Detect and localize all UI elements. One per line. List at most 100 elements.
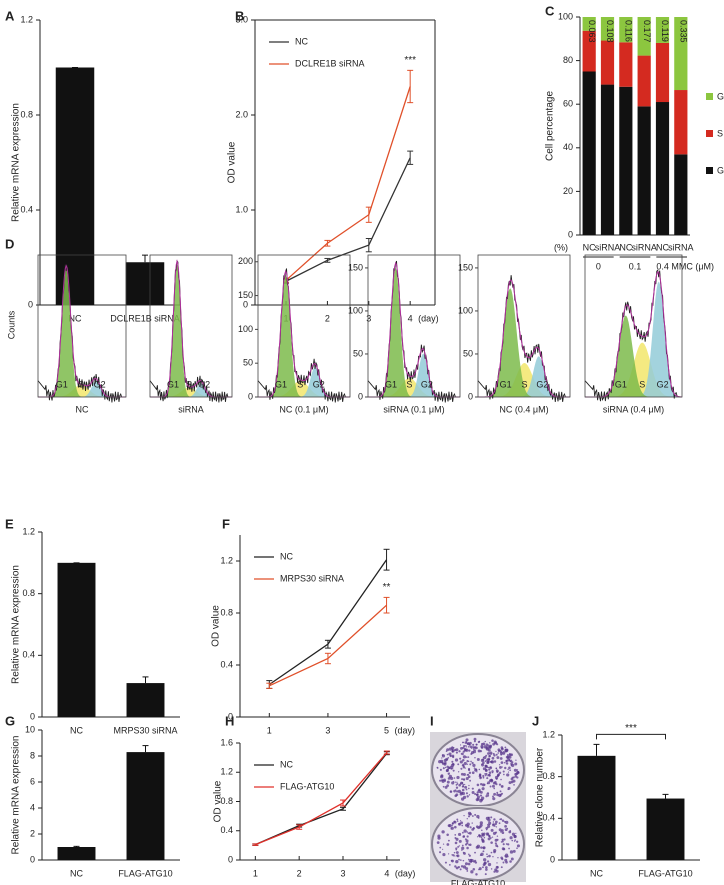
y-tick-label: 0.4 <box>22 650 35 660</box>
value-label: 0.335 <box>678 20 688 43</box>
panel-letter: D <box>5 236 14 251</box>
colony <box>488 835 491 838</box>
colony <box>452 755 455 759</box>
colony <box>487 794 490 797</box>
colony <box>468 831 472 835</box>
colony <box>457 771 460 773</box>
colony <box>479 799 483 803</box>
colony <box>480 836 483 839</box>
colony <box>466 835 469 838</box>
histogram <box>37 264 126 403</box>
colony <box>471 791 475 795</box>
colony <box>465 746 468 748</box>
colony <box>447 772 450 775</box>
colony <box>492 856 494 858</box>
colony <box>467 768 471 772</box>
x-axis-label: (day) <box>395 725 416 735</box>
colony <box>455 859 459 864</box>
y-tick-label: 100 <box>458 305 473 315</box>
error-bar <box>324 639 331 649</box>
y-tick-label: 0 <box>228 711 233 721</box>
colony <box>498 764 501 766</box>
colony <box>500 831 502 833</box>
error-bar <box>407 150 414 165</box>
colony <box>486 793 488 796</box>
colony <box>481 829 483 832</box>
colony <box>464 783 466 786</box>
colony <box>470 752 473 756</box>
colony <box>465 738 469 742</box>
colony <box>444 861 447 864</box>
x-tick-label: DCLRE1B siRNA <box>110 313 180 323</box>
colony <box>472 763 476 767</box>
colony <box>515 759 517 761</box>
colony <box>461 824 464 827</box>
y-axis-label: Counts <box>6 310 16 339</box>
colony <box>487 823 489 826</box>
panel-label: NC (0.1 μM) <box>279 404 328 414</box>
colony <box>446 748 450 752</box>
colony <box>513 768 517 772</box>
colony <box>440 779 444 782</box>
colony <box>488 754 491 758</box>
colony <box>481 763 485 767</box>
colony <box>504 749 508 753</box>
colony <box>468 749 471 752</box>
colony <box>483 745 487 749</box>
colony <box>509 829 512 832</box>
colony <box>478 740 481 743</box>
colony <box>511 839 514 842</box>
colony <box>464 862 468 866</box>
bar-segment <box>619 17 633 43</box>
colony <box>505 762 509 765</box>
colony <box>475 793 478 796</box>
colony <box>463 747 466 750</box>
colony <box>439 846 442 849</box>
panel-letter: E <box>5 516 14 531</box>
colony <box>507 768 509 771</box>
colony <box>462 772 466 776</box>
y-tick-label: 50 <box>353 348 363 358</box>
colony <box>482 846 486 850</box>
colony <box>501 831 505 835</box>
colony <box>496 756 500 760</box>
colony <box>502 770 505 773</box>
colony <box>457 763 460 766</box>
colony <box>484 760 487 762</box>
colony <box>497 857 499 859</box>
colony <box>496 791 499 794</box>
colony <box>473 740 476 743</box>
colony <box>479 821 483 825</box>
colony <box>482 858 487 862</box>
colony <box>504 752 506 754</box>
colony <box>446 833 449 837</box>
colony <box>443 762 446 765</box>
colony <box>508 753 512 757</box>
panel-label: siRNA (0.1 μM) <box>383 404 444 414</box>
colony <box>482 774 485 778</box>
colony <box>474 749 476 751</box>
y-tick-label: 1.2 <box>542 729 555 739</box>
panel-letter: I <box>430 713 434 728</box>
colony <box>500 761 504 764</box>
peak-label: G2 <box>536 379 548 389</box>
colony <box>463 829 467 833</box>
colony <box>476 758 480 762</box>
colony <box>446 765 449 768</box>
colony <box>467 773 470 776</box>
fit-s <box>150 387 232 397</box>
peak-label: G1 <box>275 379 287 389</box>
colony <box>503 838 506 841</box>
colony <box>457 832 462 837</box>
colony <box>465 776 469 781</box>
y-tick-label: 3.0 <box>235 14 248 24</box>
colony <box>472 746 476 749</box>
colony <box>450 763 455 768</box>
colony <box>495 750 497 753</box>
colony <box>442 767 445 770</box>
colony <box>500 818 503 821</box>
histogram <box>149 259 232 403</box>
fit-total <box>477 279 570 398</box>
colony <box>448 766 451 770</box>
colony <box>462 783 465 786</box>
